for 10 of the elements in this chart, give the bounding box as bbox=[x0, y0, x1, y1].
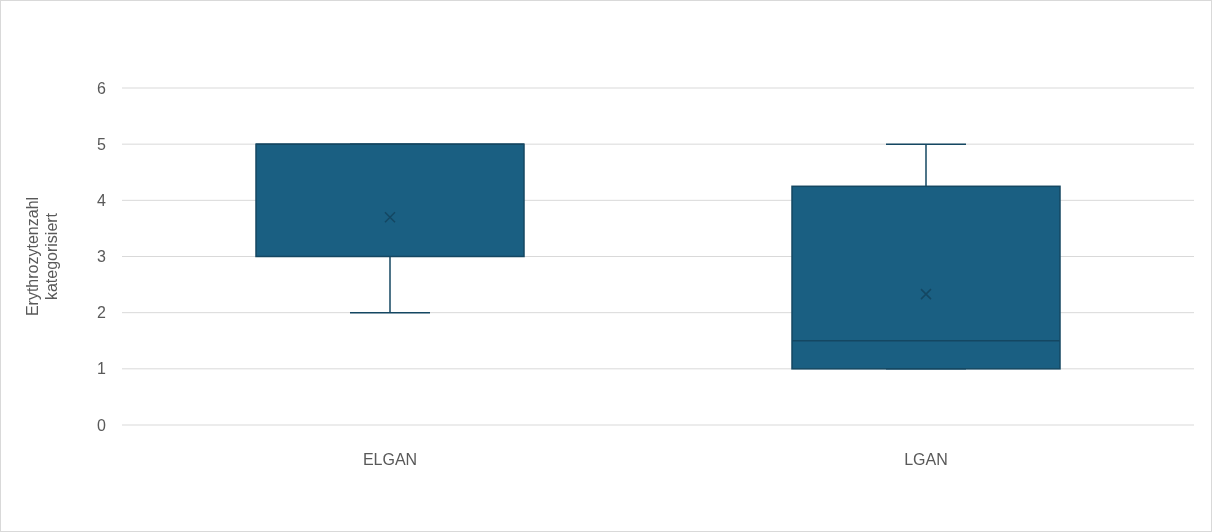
x-tick-label: ELGAN bbox=[362, 451, 418, 468]
y-tick-label: 5 bbox=[97, 135, 107, 153]
y-tick-label: 3 bbox=[97, 248, 107, 266]
x-tick-label: LGAN bbox=[904, 451, 948, 468]
y-axis-title: Erythrozytenzahl kategorisiert bbox=[24, 196, 61, 317]
y-tick-label: 4 bbox=[97, 191, 107, 209]
y-tick-label: 1 bbox=[97, 360, 107, 378]
y-tick-label: 0 bbox=[97, 416, 107, 434]
y-tick-label: 2 bbox=[97, 304, 107, 322]
y-tick-label: 6 bbox=[97, 79, 107, 97]
